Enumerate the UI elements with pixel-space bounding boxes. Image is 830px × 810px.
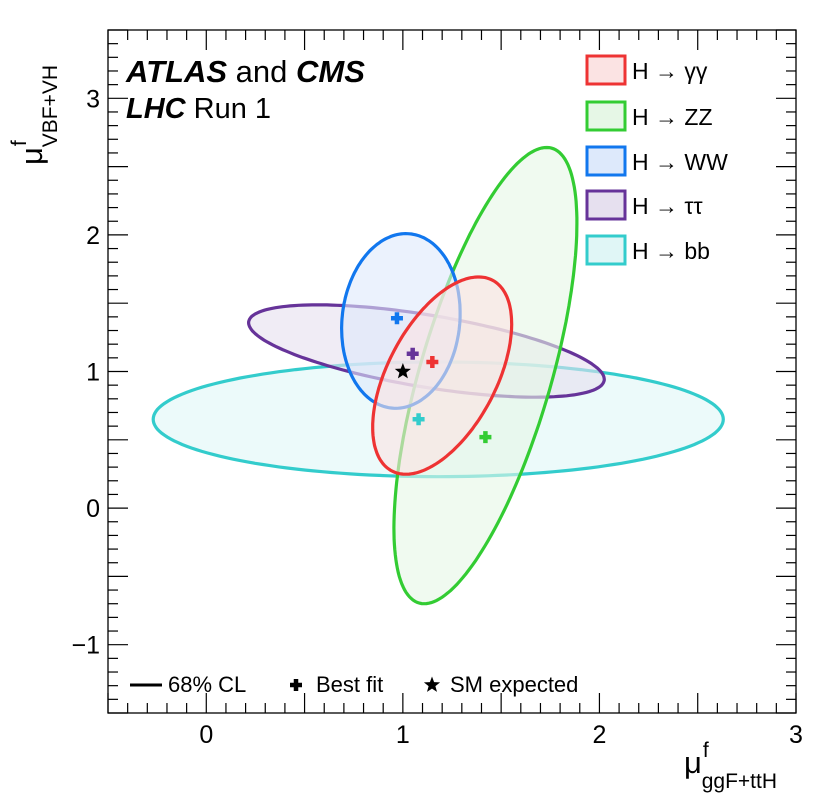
title-atlas: ATLAS [125,54,227,89]
contour-gamgam [371,275,514,476]
title-lhc: LHC [126,93,187,125]
title-and: and [227,54,296,89]
title-run: Run 1 [186,93,271,125]
y-axis-label: μf VBF+VH [8,65,62,165]
x-tick-label: 0 [199,721,213,749]
legend-swatch-bb [585,234,627,266]
cl-label: 68% CL [168,672,246,697]
legend-label-tautau: H → ττ [632,193,703,219]
x-axis-label-main: μ [684,745,702,780]
y-tick-label: 1 [86,359,100,387]
best-fit-gamgam [426,355,439,368]
y-axis-label-sup: f [8,140,31,146]
x-axis-label-sub: ggF+ttH [702,770,777,793]
legend-label-gamgam: H → γγ [632,58,708,84]
best-fit-bb [412,413,425,426]
x-tick-label: 3 [789,721,803,749]
y-tick-label: 0 [86,495,100,523]
legend-swatch-ww [585,145,627,177]
x-tick-label: 2 [592,721,606,749]
best-fit-icon [290,679,302,691]
marker-group [390,312,492,444]
title-cms: CMS [296,54,365,89]
legend-swatch-gamgam [585,54,627,86]
legend-item-bb: H → bb [585,234,710,266]
legend: H → γγ H → ZZ H → WW H → ττ H → bb [585,54,728,266]
best-fit-zz [479,431,492,444]
legend-item-gamgam: H → γγ [585,54,708,86]
y-tick-label: 2 [86,222,100,250]
y-tick-label: −1 [71,632,100,660]
sm-star-icon [423,676,441,692]
x-axis-label: μf ggF+ttH [684,739,777,793]
legend-label-ww: H → WW [632,149,728,175]
legend-label-bb: H → bb [632,238,710,264]
chart-title-line2: LHC Run 1 [126,93,271,125]
best-fit-label: Best fit [316,672,383,697]
legend-item-ww: H → WW [585,145,728,177]
legend-item-tautau: H → ττ [585,189,703,221]
x-tick-label: 1 [396,721,410,749]
chart-title-line1: ATLAS and CMS [125,54,365,89]
best-fit-tautau [406,347,419,360]
y-axis-label-sub: VBF+VH [39,65,62,147]
axis-ticks [107,29,797,714]
best-fit-ww [390,312,403,325]
legend-item-zz: H → ZZ [585,100,713,132]
y-tick-label: 3 [86,85,100,113]
legend-swatch-zz [585,100,627,132]
legend-label-zz: H → ZZ [632,104,713,130]
y-axis-label-main: μ [14,147,49,165]
bottom-legend: 68% CL Best fit SM expected [130,672,578,697]
tick-labels: 0 1 2 3 −1 0 1 2 3 [71,85,802,749]
legend-swatch-tautau [585,189,627,221]
sm-expected-star [394,363,411,379]
x-axis-label-sup: f [703,739,709,762]
sm-label: SM expected [450,672,578,697]
